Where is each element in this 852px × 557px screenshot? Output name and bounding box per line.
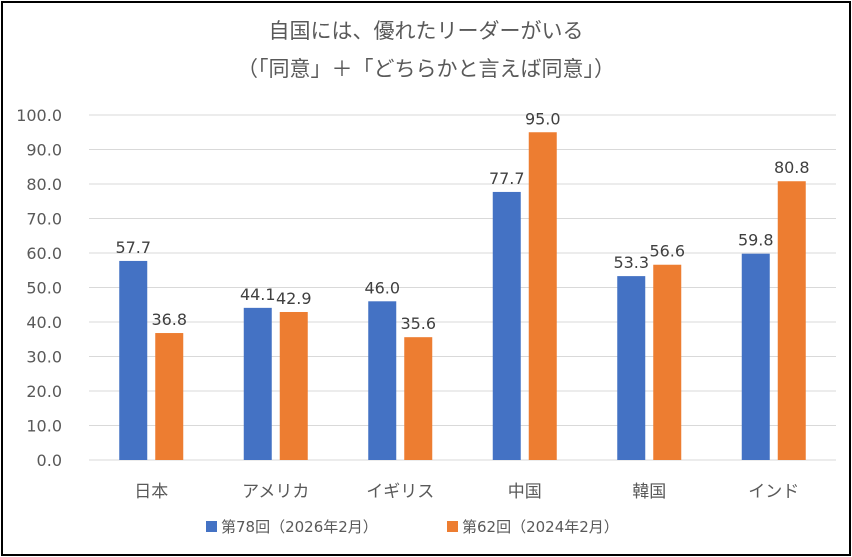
data-label: 42.9 (276, 289, 312, 308)
y-tick-label: 100.0 (16, 106, 62, 125)
legend-label-series-2: 第62回（2024年2月） (462, 518, 619, 536)
legend-swatch-series-2 (447, 521, 458, 532)
bar-2-3 (528, 132, 557, 460)
bar-2-4 (653, 264, 682, 460)
y-tick-label: 40.0 (26, 313, 62, 332)
data-label: 95.0 (525, 109, 561, 128)
data-label: 57.7 (115, 238, 151, 257)
data-label: 53.3 (613, 253, 649, 272)
bar-2-2 (404, 337, 433, 460)
bar-1-4 (617, 276, 646, 460)
bars (119, 132, 806, 461)
data-label: 35.6 (400, 314, 436, 333)
legend-swatch-series-1 (206, 521, 217, 532)
y-tick-label: 0.0 (37, 451, 62, 470)
bar-1-0 (119, 260, 148, 460)
gridlines (89, 114, 836, 461)
y-tick-label: 70.0 (26, 210, 62, 229)
y-tick-label: 10.0 (26, 417, 62, 436)
data-labels: 57.7 36.8 44.1 42.9 46.035.6 77.7 95.0 53.356.6… (115, 109, 809, 333)
x-tick-label: 日本 (134, 482, 168, 502)
x-axis-tick-labels: 日本 アメリカ イギリス 中国 韓国 インド (134, 482, 799, 502)
y-tick-label: 50.0 (26, 279, 62, 298)
data-label: 80.8 (774, 158, 810, 177)
y-tick-label: 20.0 (26, 382, 62, 401)
legend: 第78回（2026年2月） 第62回（2024年2月） (206, 518, 619, 536)
data-label: 77.7 (489, 169, 525, 188)
bar-1-2 (368, 301, 397, 460)
bar-1-5 (741, 253, 770, 460)
chart-title-line1: 自国には、優れたリーダーがいる (269, 19, 584, 43)
bar-2-5 (777, 181, 806, 461)
x-tick-label: 韓国 (632, 482, 666, 502)
data-label: 56.6 (649, 242, 685, 261)
y-axis-tick-labels: 0.0 10.0 20.0 30.0 40.0 50.0 60.0 70.0 80.0 90.0 1… (16, 106, 62, 470)
x-tick-label: イギリス (366, 482, 434, 502)
bar-1-1 (243, 307, 272, 460)
data-label: 46.0 (364, 278, 400, 297)
data-label: 44.1 (240, 285, 276, 304)
x-tick-label: インド (748, 482, 799, 502)
y-tick-label: 90.0 (26, 141, 62, 160)
chart-title-line2: （「同意」＋「どちらかと言えば同意」） (237, 57, 615, 81)
bar-1-3 (492, 191, 521, 460)
bar-2-1 (279, 311, 308, 460)
data-label: 59.8 (738, 231, 774, 250)
y-tick-label: 60.0 (26, 244, 62, 263)
y-tick-label: 30.0 (26, 348, 62, 367)
data-label: 36.8 (151, 310, 187, 329)
bar-2-0 (155, 333, 184, 460)
legend-label-series-1: 第78回（2026年2月） (221, 518, 378, 536)
x-tick-label: アメリカ (242, 482, 309, 502)
y-tick-label: 80.0 (26, 175, 62, 194)
x-tick-label: 中国 (508, 482, 542, 502)
